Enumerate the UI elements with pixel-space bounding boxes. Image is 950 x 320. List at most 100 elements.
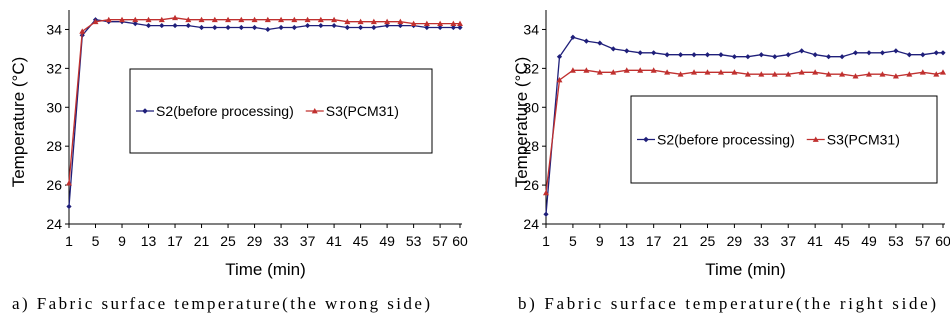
data-point — [583, 67, 590, 73]
y-tick-label: 32 — [523, 60, 539, 76]
x-tick-label: 41 — [807, 233, 823, 249]
x-tick-label: 5 — [569, 233, 577, 249]
data-point — [906, 71, 913, 77]
data-point — [371, 24, 377, 31]
data-point — [637, 50, 643, 56]
data-point — [318, 22, 324, 29]
data-point — [370, 18, 377, 25]
data-point — [758, 52, 764, 58]
x-tick-label: 25 — [220, 233, 236, 249]
data-point — [570, 34, 576, 40]
y-axis-title: Temperature (°C) — [512, 57, 531, 188]
data-point — [132, 16, 139, 23]
data-point — [265, 26, 271, 33]
data-point — [556, 77, 563, 83]
data-point — [397, 18, 404, 25]
data-point — [251, 16, 258, 23]
chart-caption: a) Fabric surface temperature(the wrong … — [12, 294, 430, 313]
data-point — [145, 22, 152, 29]
data-point — [771, 71, 778, 77]
data-point — [291, 16, 298, 23]
x-tick-label: 13 — [141, 233, 157, 249]
data-point — [664, 69, 671, 75]
data-point — [717, 69, 724, 75]
x-tick-label: 5 — [92, 233, 100, 249]
y-tick-label: 30 — [523, 99, 539, 115]
data-point — [344, 24, 350, 31]
x-tick-label: 37 — [300, 233, 316, 249]
data-point — [865, 71, 872, 77]
y-tick-label: 24 — [523, 216, 539, 232]
x-axis-title: Time (min) — [225, 260, 306, 279]
data-point — [798, 69, 805, 75]
y-tick-label: 28 — [46, 138, 62, 154]
data-point — [304, 16, 311, 23]
data-point — [457, 20, 463, 27]
x-tick-label: 17 — [646, 233, 662, 249]
x-tick-label: 9 — [118, 233, 126, 249]
data-point — [423, 20, 430, 27]
data-point — [825, 71, 832, 77]
x-tick-label: 9 — [596, 233, 604, 249]
data-point — [357, 24, 364, 31]
x-tick-label: 29 — [727, 233, 743, 249]
x-tick-label: 1 — [542, 233, 550, 249]
legend-marker — [812, 136, 819, 142]
data-point — [677, 71, 684, 77]
data-point — [785, 71, 792, 77]
data-point — [624, 48, 630, 54]
data-point — [812, 69, 819, 75]
x-tick-label: 29 — [247, 233, 263, 249]
data-point — [344, 18, 351, 25]
data-point — [198, 24, 205, 31]
data-point — [66, 180, 72, 186]
data-point — [826, 54, 832, 60]
data-point — [664, 52, 670, 58]
data-point — [410, 20, 417, 27]
data-point — [866, 50, 872, 56]
data-point — [933, 50, 939, 56]
data-point — [691, 52, 697, 58]
data-point — [731, 54, 738, 60]
chart-caption: b) Fabric surface temperature(the right … — [518, 294, 936, 313]
x-tick-label: 37 — [780, 233, 796, 249]
data-point — [704, 52, 711, 58]
data-point — [331, 22, 337, 29]
legend: S2(before processing) S3(PCM31) — [630, 95, 938, 184]
legend-label-s2: S2(before processing) — [657, 132, 795, 148]
data-point — [437, 20, 444, 27]
data-point — [650, 67, 657, 73]
legend: S2(before processing) S3(PCM31) — [129, 68, 433, 154]
x-tick-label: 33 — [754, 233, 770, 249]
data-point — [852, 50, 859, 56]
data-point — [278, 16, 285, 23]
legend-marker — [643, 136, 649, 143]
data-point — [66, 203, 72, 210]
data-point — [437, 24, 443, 31]
data-point — [291, 24, 297, 31]
x-tick-label: 25 — [700, 233, 716, 249]
data-point — [424, 24, 430, 31]
data-point — [785, 52, 791, 58]
y-tick-label: 26 — [46, 177, 62, 193]
series-s3 — [66, 14, 463, 186]
y-tick-label: 34 — [523, 21, 539, 37]
data-point — [264, 16, 271, 23]
data-point — [940, 69, 946, 75]
data-point — [637, 67, 644, 73]
data-point — [852, 73, 859, 79]
data-point — [919, 69, 926, 75]
data-point — [758, 71, 765, 77]
data-point — [879, 50, 886, 56]
x-tick-label: 49 — [379, 233, 395, 249]
x-tick-label: 21 — [673, 233, 689, 249]
legend-marker — [142, 108, 148, 114]
data-point — [278, 24, 284, 31]
x-tick-label: 45 — [834, 233, 850, 249]
data-point — [893, 48, 899, 54]
data-point — [79, 28, 86, 34]
data-point — [384, 22, 390, 29]
x-tick-label: 45 — [353, 233, 369, 249]
data-point — [543, 211, 549, 217]
data-point — [238, 16, 245, 23]
